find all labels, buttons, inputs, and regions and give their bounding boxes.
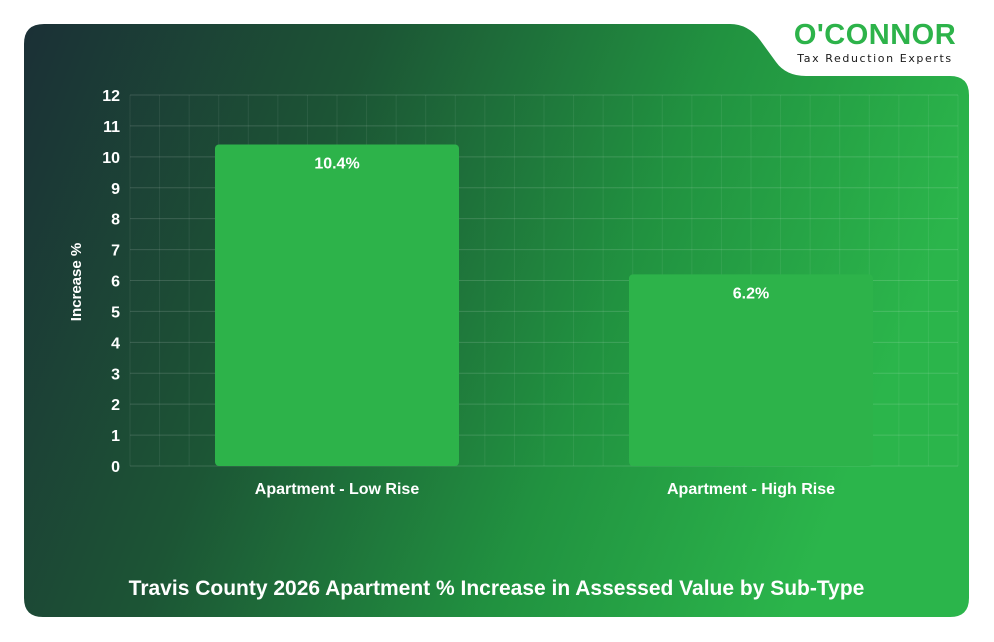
x-category-label: Apartment - High Rise (667, 481, 835, 498)
y-tick-label: 3 (111, 366, 120, 383)
bar-data-label: 6.2% (733, 285, 769, 302)
y-tick-label: 7 (111, 243, 120, 260)
y-tick-label: 1 (111, 428, 120, 445)
y-tick-label: 11 (103, 119, 120, 136)
y-tick-label: 5 (111, 304, 120, 321)
brand-logo: O'CONNOR Tax Reduction Experts (760, 18, 990, 74)
bar (215, 144, 459, 466)
y-tick-label: 0 (111, 459, 120, 476)
bar (629, 274, 873, 466)
y-tick-label: 9 (111, 181, 120, 198)
y-tick-label: 4 (111, 335, 120, 352)
y-tick-label: 12 (102, 88, 120, 105)
y-axis-label: Increase % (68, 243, 85, 321)
y-tick-label: 8 (111, 212, 120, 229)
chart-title: Travis County 2026 Apartment % Increase … (128, 577, 865, 600)
x-category-label: Apartment - Low Rise (255, 481, 420, 498)
y-tick-label: 6 (111, 274, 120, 291)
y-tick-label: 10 (102, 150, 120, 167)
bars-layer (215, 144, 873, 466)
brand-tagline: Tax Reduction Experts (797, 52, 953, 65)
bar-data-label: 10.4% (314, 155, 359, 172)
y-tick-label: 2 (111, 397, 120, 414)
brand-name: O'CONNOR (793, 19, 957, 51)
